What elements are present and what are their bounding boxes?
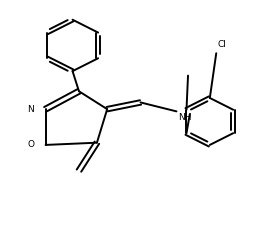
Text: N: N [27, 105, 34, 114]
Text: Cl: Cl [217, 40, 227, 49]
Text: O: O [27, 140, 34, 149]
Text: NH: NH [178, 112, 191, 122]
